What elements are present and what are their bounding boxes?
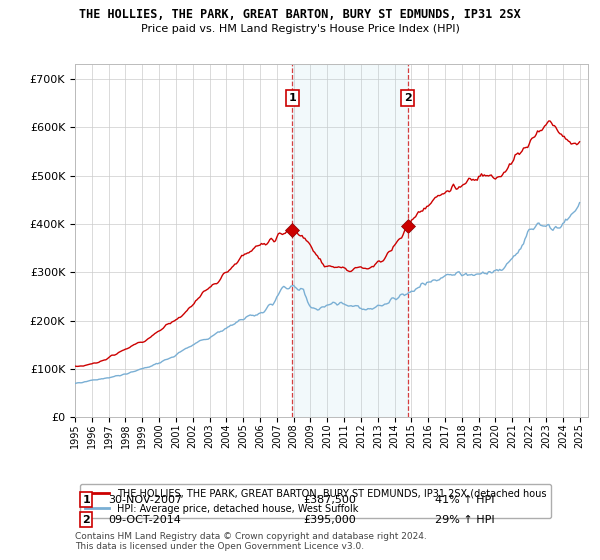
Text: £387,500: £387,500 xyxy=(303,494,356,505)
Text: 09-OCT-2014: 09-OCT-2014 xyxy=(108,515,181,525)
Text: 1: 1 xyxy=(289,93,296,103)
Legend: THE HOLLIES, THE PARK, GREAT BARTON, BURY ST EDMUNDS, IP31 2SX (detached hous, H: THE HOLLIES, THE PARK, GREAT BARTON, BUR… xyxy=(80,484,551,519)
Text: 1: 1 xyxy=(83,494,90,505)
Text: 41% ↑ HPI: 41% ↑ HPI xyxy=(435,494,494,505)
Text: Price paid vs. HM Land Registry's House Price Index (HPI): Price paid vs. HM Land Registry's House … xyxy=(140,24,460,34)
Text: 2: 2 xyxy=(83,515,90,525)
Text: Contains HM Land Registry data © Crown copyright and database right 2024.
This d: Contains HM Land Registry data © Crown c… xyxy=(75,532,427,551)
Text: 2: 2 xyxy=(404,93,412,103)
Text: £395,000: £395,000 xyxy=(303,515,356,525)
Text: 30-NOV-2007: 30-NOV-2007 xyxy=(108,494,182,505)
Bar xyxy=(292,64,407,417)
Text: 29% ↑ HPI: 29% ↑ HPI xyxy=(435,515,494,525)
Text: THE HOLLIES, THE PARK, GREAT BARTON, BURY ST EDMUNDS, IP31 2SX: THE HOLLIES, THE PARK, GREAT BARTON, BUR… xyxy=(79,8,521,21)
